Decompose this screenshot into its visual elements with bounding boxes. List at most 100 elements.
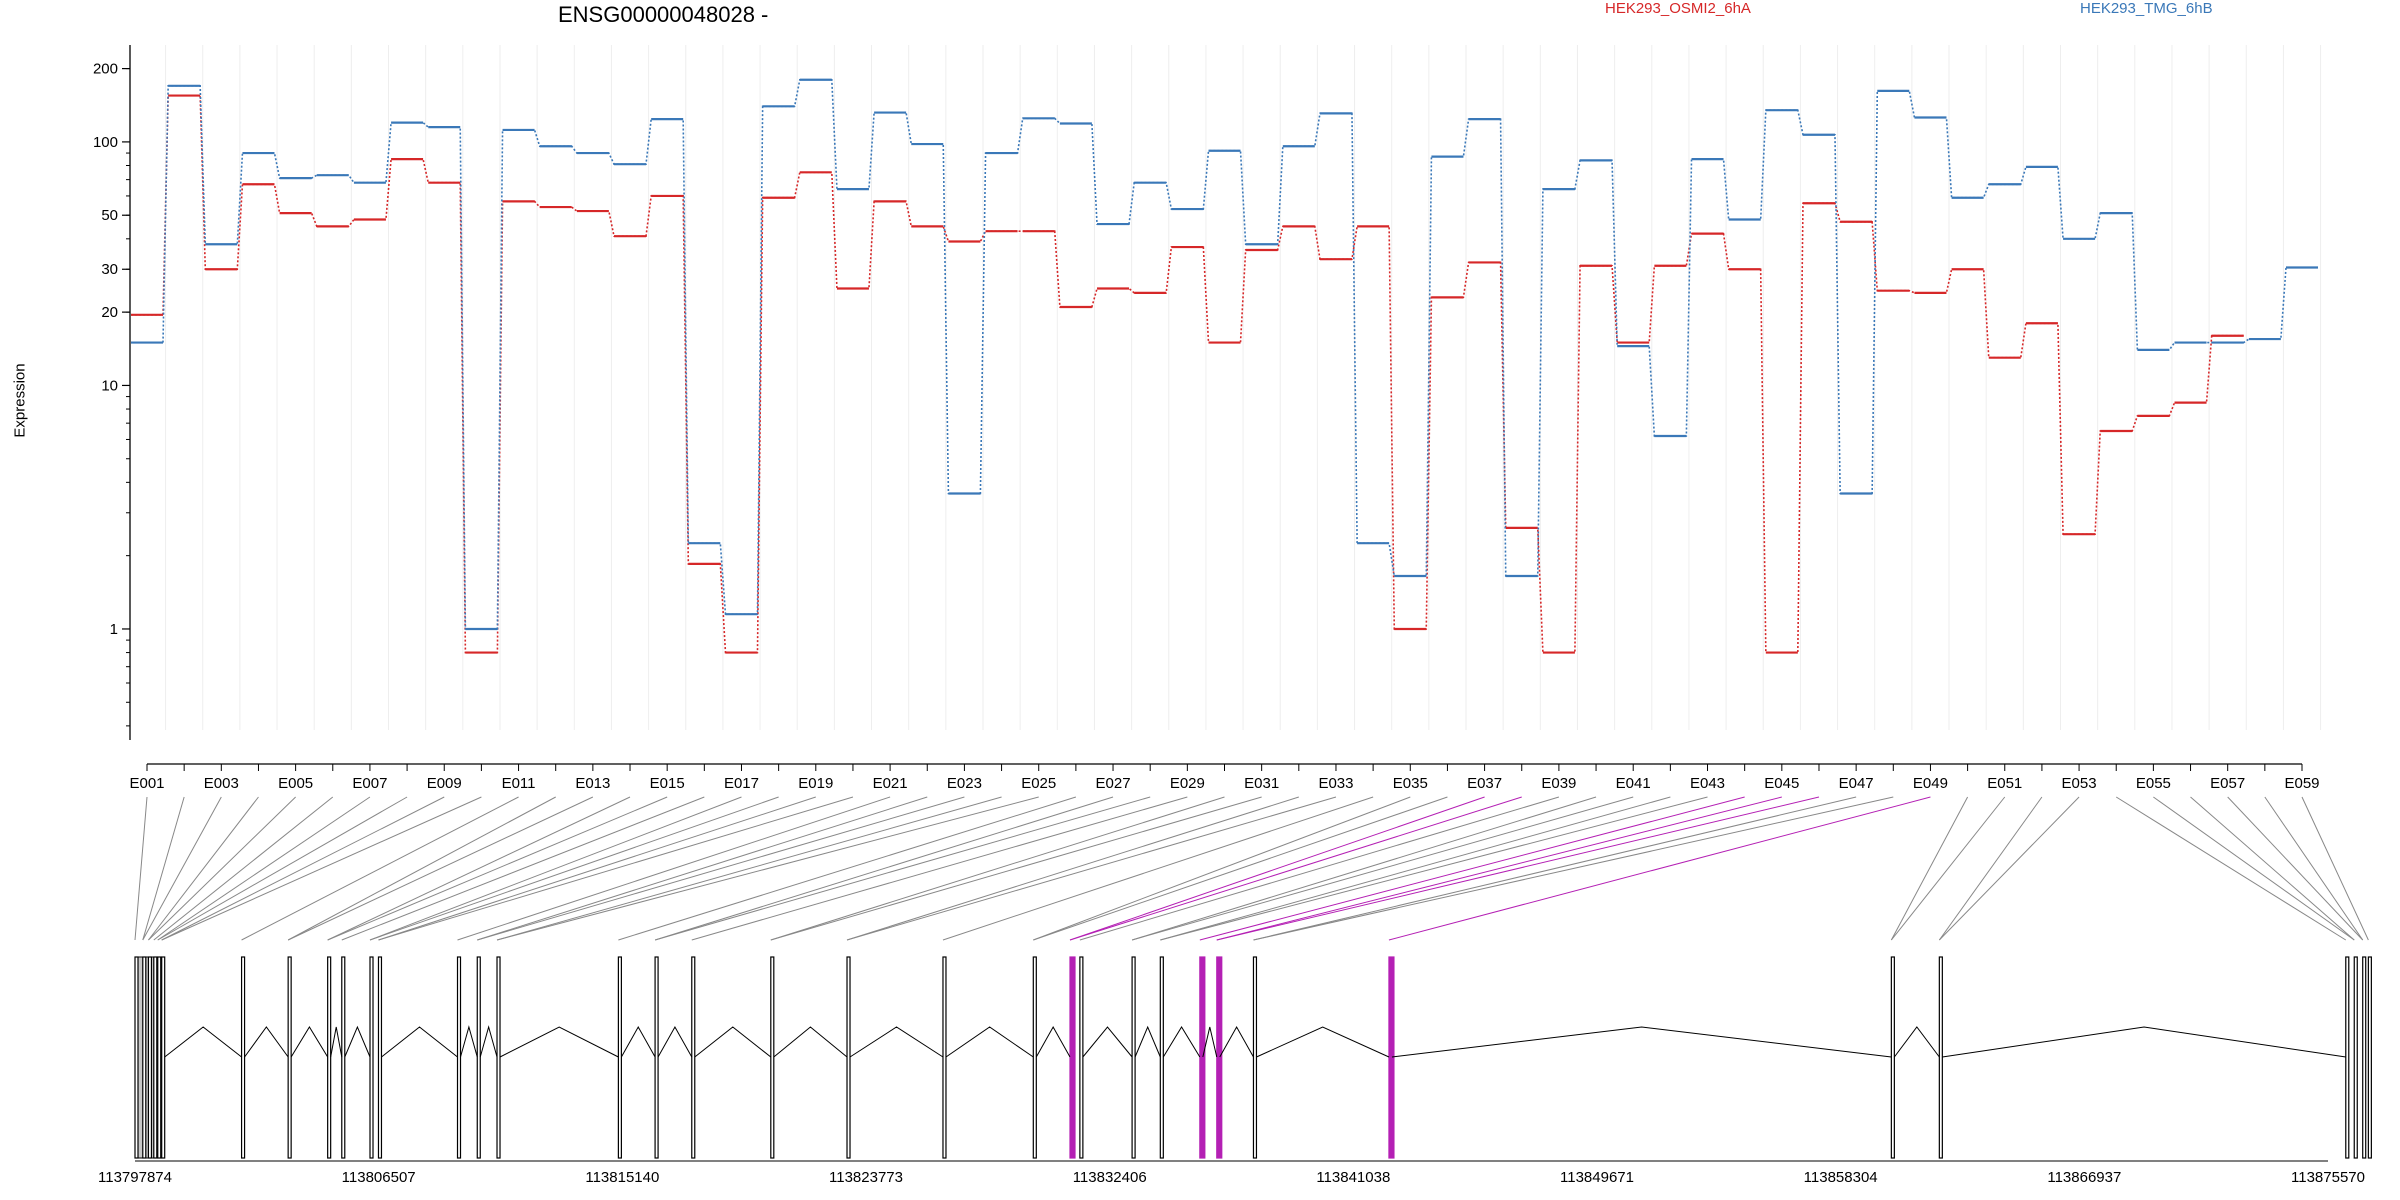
x-tick-label: E019 (798, 775, 833, 792)
x-tick-label: E021 (873, 775, 908, 792)
exon-box (846, 956, 851, 1159)
genomic-tick-label: 113832406 (1073, 1169, 1147, 1186)
x-tick-label: E049 (1913, 775, 1948, 792)
exon-box (157, 956, 162, 1159)
exon-box (654, 956, 659, 1159)
exon-box (327, 956, 332, 1159)
exon-connector-line (1938, 796, 2080, 941)
x-tick-label: E057 (2210, 775, 2245, 792)
exon-connector-line (142, 796, 222, 941)
exon-box (2367, 956, 2372, 1159)
x-tick-label: E043 (1690, 775, 1725, 792)
exon-connector-line (153, 796, 334, 941)
exon-box (496, 956, 501, 1159)
x-tick-label: E001 (129, 775, 164, 792)
x-tick-label: E027 (1096, 775, 1131, 792)
genomic-tick-label: 113823773 (829, 1169, 903, 1186)
exon-connector-line (477, 796, 965, 941)
exon-connector-line (691, 796, 1188, 941)
exon-connector-line (477, 796, 928, 941)
exon-connector-line (148, 796, 296, 941)
exon-connector-line (1131, 796, 1634, 941)
exon-connector-line (770, 796, 1225, 941)
exon-box (134, 956, 139, 1159)
exon-box (1388, 956, 1395, 1159)
exon-connector-line (341, 796, 705, 941)
legend-entry-series-2: HEK293_TMG_6hB (2080, 0, 2213, 17)
exon-connector-line (369, 796, 742, 941)
genomic-tick-label: 113875570 (2291, 1169, 2365, 1186)
exon-box (617, 956, 622, 1159)
exon-connector-line (846, 796, 1337, 941)
x-tick-label: E035 (1393, 775, 1428, 792)
chart-title: ENSG00000048028 - (558, 2, 769, 27)
exon-connector-line (846, 796, 1299, 941)
exon-box (240, 956, 246, 1159)
genomic-tick-label: 113849671 (1560, 1169, 1634, 1186)
genomic-tick-label: 113815140 (585, 1169, 659, 1186)
exon-connector-line (1033, 796, 1448, 941)
exon-box (377, 956, 383, 1159)
exon-box (1079, 956, 1084, 1159)
x-tick-label: E009 (427, 775, 462, 792)
exon-connector-line (496, 796, 1039, 941)
x-tick-label: E017 (724, 775, 759, 792)
exon-connector-line (942, 796, 1374, 941)
exon-box (1069, 956, 1076, 1159)
y-tick-label: 20 (101, 304, 118, 321)
exon-box (1199, 956, 1206, 1159)
exon-box (1216, 956, 1223, 1159)
exon-connector-line (1216, 796, 1782, 941)
x-tick-label: E015 (650, 775, 685, 792)
x-tick-label: E033 (1318, 775, 1353, 792)
exon-box (153, 956, 158, 1159)
exon-box (369, 956, 374, 1159)
exon-connector-line (496, 796, 1002, 941)
genomic-tick-label: 113806507 (342, 1169, 416, 1186)
exon-connector-line (1033, 796, 1411, 941)
x-tick-label: E055 (2136, 775, 2171, 792)
exon-box (1252, 956, 1258, 1159)
exon-connector-line (378, 796, 816, 941)
x-tick-label: E003 (204, 775, 239, 792)
exon-box (942, 956, 947, 1159)
y-tick-label: 50 (101, 207, 118, 224)
exon-box (2345, 956, 2350, 1159)
exon-connector-line (148, 796, 259, 941)
exon-connector-line (1160, 796, 1671, 941)
exon-box (1131, 956, 1136, 1159)
exon-connector-line (2301, 796, 2369, 941)
exon-connector-line (1069, 796, 1522, 941)
exon-connector-line (2227, 796, 2364, 941)
exon-box (691, 956, 696, 1159)
exon-connector-line (618, 796, 1077, 941)
x-tick-label: E053 (2062, 775, 2097, 792)
exon-box (287, 956, 292, 1159)
exon-connector-line (1160, 796, 1708, 941)
exon-box (1938, 956, 1943, 1159)
genomic-tick-label: 113841038 (1316, 1169, 1390, 1186)
y-tick-label: 1 (110, 621, 118, 638)
x-tick-label: E007 (352, 775, 387, 792)
exon-box (2353, 956, 2358, 1159)
exon-connector-line (1199, 796, 1745, 941)
y-tick-label: 30 (101, 261, 118, 278)
exon-connector-line (369, 796, 779, 941)
exon-connector-line (1890, 796, 1969, 941)
exon-connector-line (2190, 796, 2355, 941)
series-line-1 (131, 94, 2244, 654)
y-tick-label: 200 (93, 61, 118, 78)
exon-connector-line (157, 796, 371, 941)
x-tick-label: E041 (1616, 775, 1651, 792)
genomic-tick-label: 113797874 (98, 1169, 172, 1186)
exon-box (2362, 956, 2367, 1159)
exon-box (1032, 956, 1037, 1159)
exon-box (161, 956, 166, 1159)
exon-connector-line (1253, 796, 1857, 941)
exon-connector-line (287, 796, 594, 941)
exon-connector-line (241, 796, 519, 941)
exon-box (770, 956, 775, 1159)
exon-box (142, 956, 147, 1159)
